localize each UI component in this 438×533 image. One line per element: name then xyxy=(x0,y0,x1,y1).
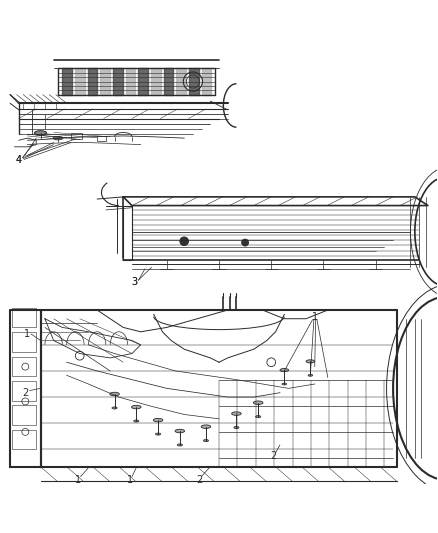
Ellipse shape xyxy=(255,416,261,418)
Ellipse shape xyxy=(53,136,63,140)
Ellipse shape xyxy=(253,401,263,405)
Bar xyxy=(12,357,36,376)
Ellipse shape xyxy=(175,429,185,433)
Ellipse shape xyxy=(131,405,141,409)
Ellipse shape xyxy=(282,383,286,385)
Bar xyxy=(12,405,36,425)
Text: 4: 4 xyxy=(16,155,22,165)
Ellipse shape xyxy=(177,444,183,446)
Text: 3: 3 xyxy=(131,277,137,287)
Ellipse shape xyxy=(134,420,139,422)
Bar xyxy=(71,133,82,140)
Ellipse shape xyxy=(203,440,208,442)
Text: 2: 2 xyxy=(22,387,28,398)
Ellipse shape xyxy=(280,368,289,372)
Ellipse shape xyxy=(155,433,161,435)
Ellipse shape xyxy=(112,407,117,409)
Circle shape xyxy=(180,237,188,246)
Text: 1: 1 xyxy=(127,475,133,484)
Bar xyxy=(12,308,36,327)
Bar xyxy=(12,430,36,449)
Text: 3: 3 xyxy=(131,277,137,287)
Ellipse shape xyxy=(234,426,239,429)
Ellipse shape xyxy=(110,392,119,396)
Ellipse shape xyxy=(35,131,47,135)
Ellipse shape xyxy=(232,412,241,415)
Text: 1: 1 xyxy=(25,329,31,339)
Ellipse shape xyxy=(153,418,163,422)
Ellipse shape xyxy=(306,360,315,363)
Ellipse shape xyxy=(201,425,211,429)
Ellipse shape xyxy=(308,374,313,376)
Text: 4: 4 xyxy=(16,155,22,165)
Text: 2: 2 xyxy=(196,475,202,484)
Bar xyxy=(12,332,36,352)
Bar xyxy=(97,136,106,141)
Bar xyxy=(12,381,36,400)
Text: 2: 2 xyxy=(270,451,276,461)
Text: 1: 1 xyxy=(74,475,81,484)
Circle shape xyxy=(242,239,249,246)
Text: 1: 1 xyxy=(312,312,318,321)
